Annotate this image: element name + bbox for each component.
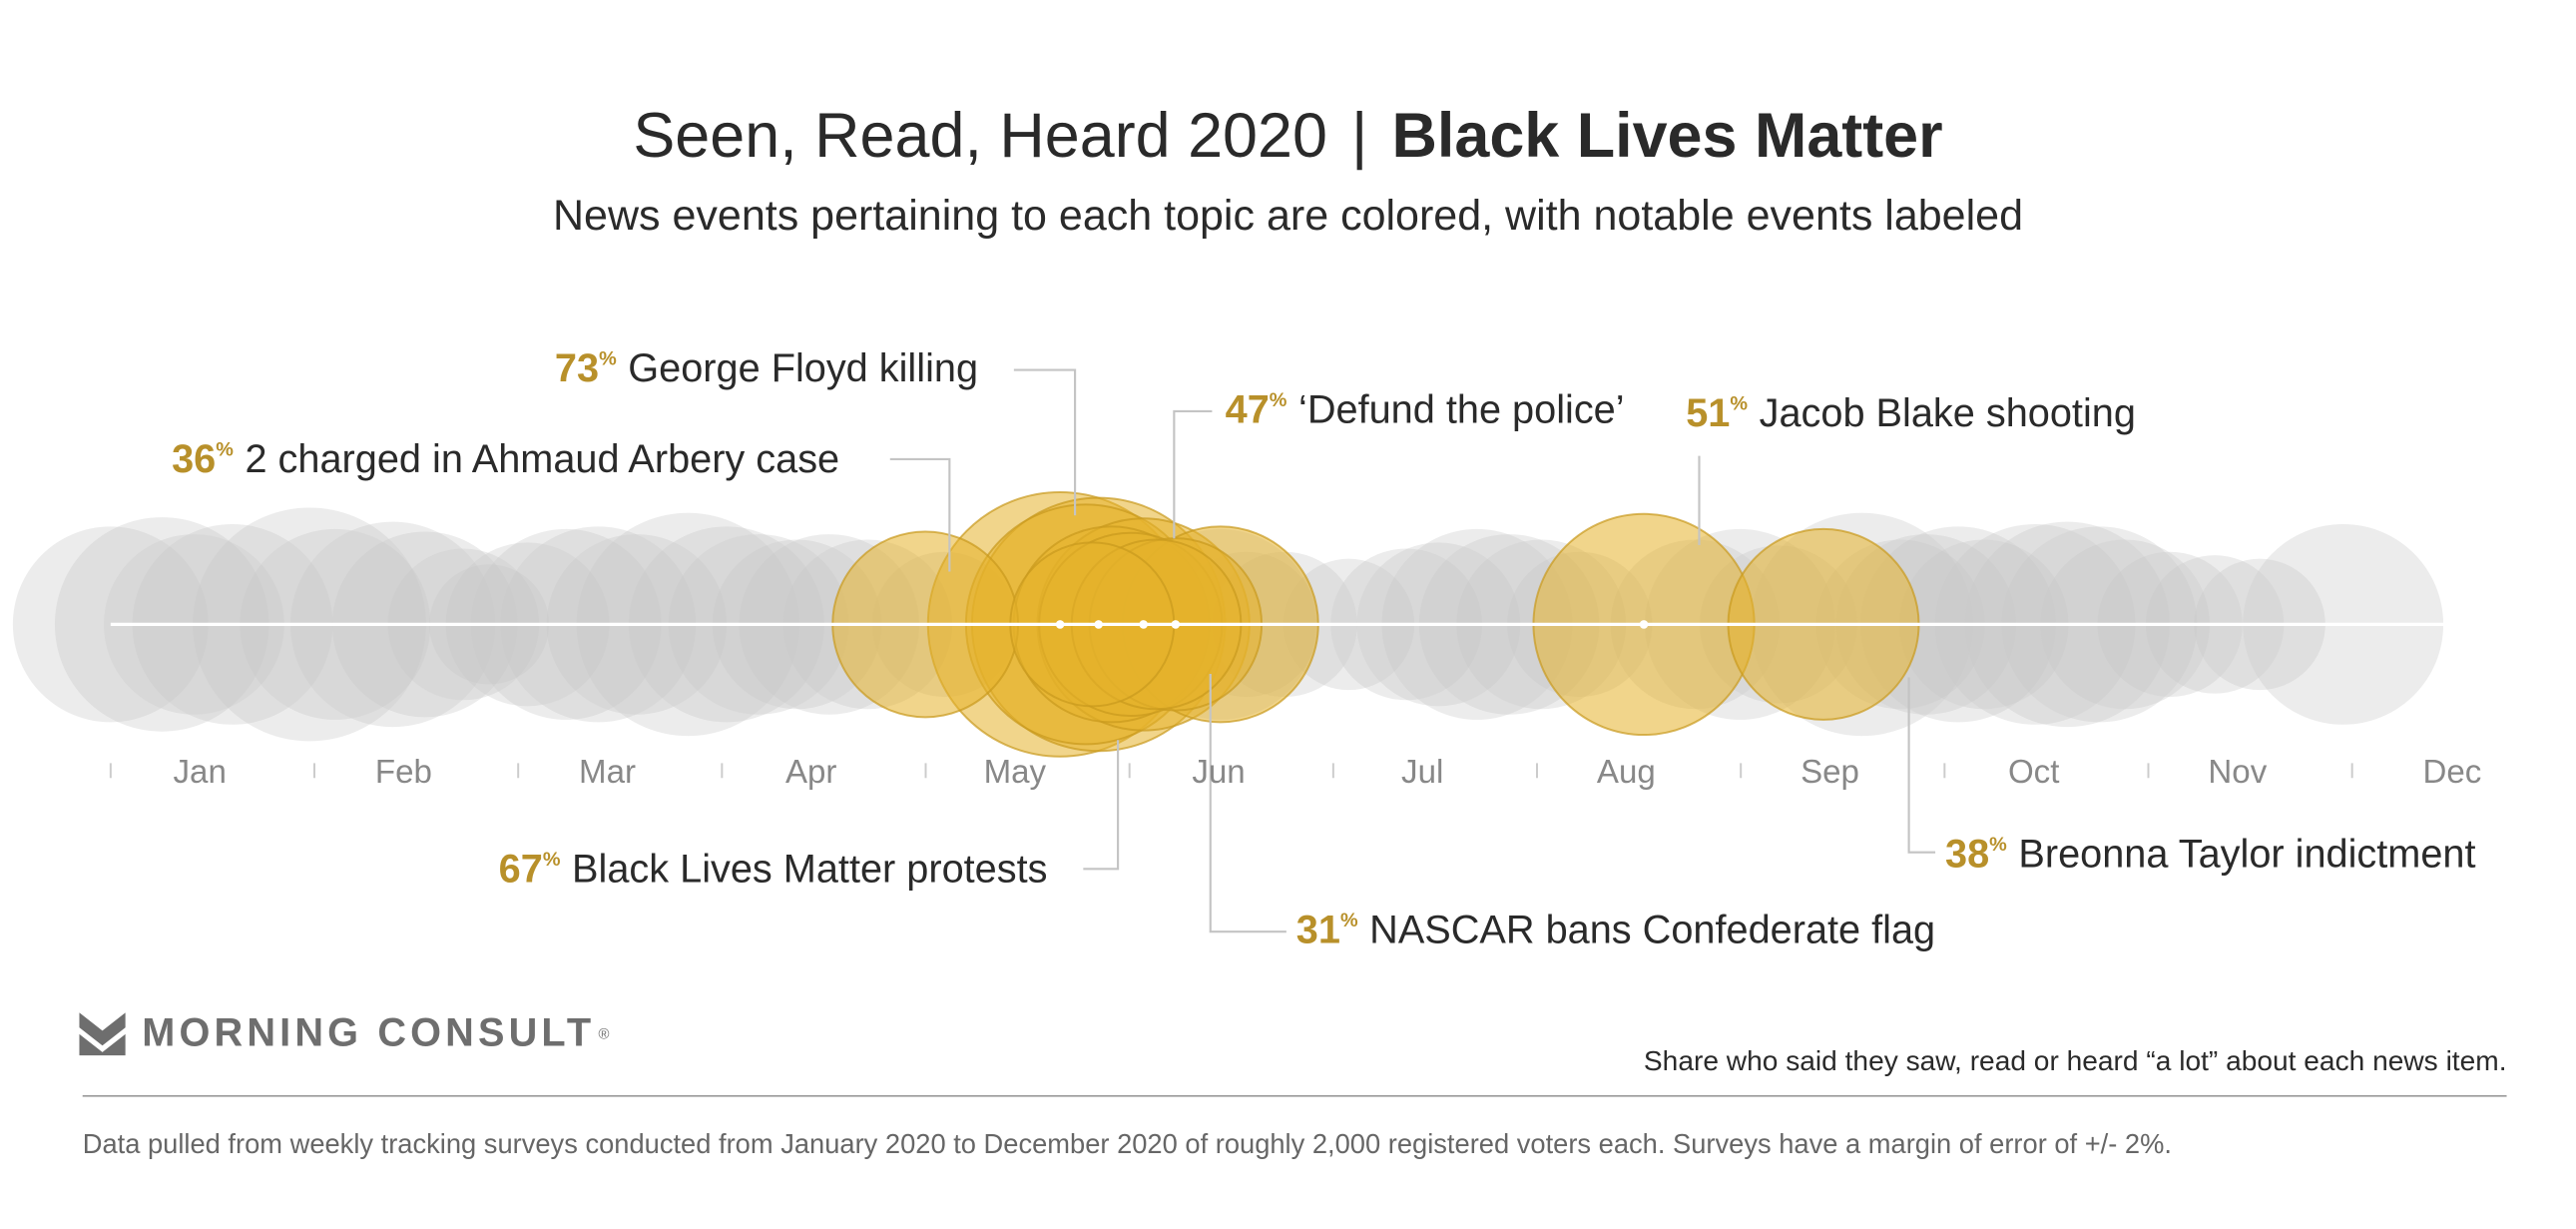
- x-tick-label: Mar: [579, 754, 636, 791]
- label-leader-line: [889, 457, 951, 572]
- event-label: 31% NASCAR bans Confederate flag: [1296, 909, 1935, 952]
- percent-sign: %: [599, 348, 617, 370]
- percent-sign: %: [1340, 910, 1358, 931]
- footer-divider: [82, 1094, 2507, 1097]
- event-marker-dot: [1171, 620, 1181, 629]
- registered-mark-icon: ®: [598, 1025, 610, 1042]
- event-label: 73% George Floyd killing: [555, 346, 978, 390]
- x-tick-label: Sep: [1801, 754, 1859, 791]
- event-percent: 73: [555, 346, 599, 390]
- event-label: 51% Jacob Blake shooting: [1686, 391, 2136, 435]
- event-label: 38% Breonna Taylor indictment: [1945, 833, 2476, 877]
- event-name: Jacob Blake shooting: [1760, 391, 2136, 435]
- label-leader-lines: [889, 368, 1936, 933]
- percent-sign: %: [543, 849, 561, 871]
- x-tick-label: Apr: [785, 754, 836, 791]
- event-name: 2 charged in Ahmaud Arbery case: [245, 437, 839, 481]
- event-name: ‘Defund the police’: [1298, 388, 1625, 432]
- event-marker-dot: [1094, 620, 1104, 629]
- x-tick-label: Jan: [174, 754, 227, 791]
- label-leader-line: [1083, 740, 1120, 871]
- x-tick-label: Jul: [1401, 754, 1443, 791]
- x-tick-label: Aug: [1597, 754, 1656, 791]
- event-marker-dot: [1639, 620, 1649, 629]
- x-tick-label: Nov: [2208, 754, 2267, 791]
- label-leader-line: [1907, 677, 1936, 854]
- event-percent: 51: [1686, 391, 1730, 435]
- chart-title: Seen, Read, Heard 2020 | Black Lives Mat…: [0, 103, 2576, 174]
- event-percent: 67: [499, 848, 543, 892]
- event-marker-dot: [1139, 620, 1148, 629]
- chart-subtitle: News events pertaining to each topic are…: [552, 190, 2024, 240]
- morning-consult-logo: MORNING CONSULT ®: [79, 1010, 610, 1057]
- x-tick-label: Jun: [1192, 754, 1245, 791]
- label-leader-line: [1013, 368, 1077, 516]
- title-main: Seen, Read, Heard 2020: [633, 102, 1327, 173]
- percent-sign: %: [1730, 392, 1748, 414]
- event-label: 67% Black Lives Matter protests: [499, 848, 1048, 892]
- x-tick-label: Feb: [375, 754, 432, 791]
- label-leader-line: [1209, 674, 1287, 933]
- percent-sign: %: [1270, 389, 1288, 411]
- title-separator: |: [1351, 102, 1368, 173]
- event-percent: 47: [1226, 388, 1270, 432]
- bubble-timeline-plot: 36% 2 charged in Ahmaud Arbery case 73% Geo…: [12, 346, 2482, 952]
- label-leader-line: [1173, 409, 1213, 539]
- logo-text: MORNING CONSULT: [142, 1010, 596, 1056]
- percent-sign: %: [216, 439, 234, 461]
- event-label: 47% ‘Defund the police’: [1226, 388, 1625, 432]
- event-percent: 38: [1945, 833, 1989, 877]
- x-tick-label: May: [984, 754, 1047, 791]
- event-name: Breonna Taylor indictment: [2018, 833, 2475, 877]
- morning-consult-mark-icon: [79, 1012, 126, 1056]
- event-name: George Floyd killing: [628, 346, 978, 390]
- percent-sign: %: [1989, 834, 2007, 856]
- event-name: Black Lives Matter protests: [572, 848, 1047, 892]
- event-name: NASCAR bans Confederate flag: [1369, 909, 1935, 952]
- size-legend-note: Share who said they saw, read or heard “…: [1643, 1045, 2507, 1077]
- event-percent: 36: [172, 437, 216, 481]
- event-label: 36% 2 charged in Ahmaud Arbery case: [172, 437, 839, 481]
- event-marker-dot: [1055, 620, 1065, 629]
- event-markers: [1055, 620, 1649, 629]
- x-axis: Jan Feb Mar Apr May Jun Jul Aug Sep Oct Nov Dec: [109, 754, 2482, 791]
- event-percent: 31: [1296, 909, 1340, 952]
- event-labels: 36% 2 charged in Ahmaud Arbery case 73% Geo…: [172, 346, 2475, 952]
- x-tick-label: Oct: [2008, 754, 2059, 791]
- title-topic: Black Lives Matter: [1391, 102, 1943, 173]
- x-tick-label: Dec: [2423, 754, 2482, 791]
- source-note: Data pulled from weekly tracking surveys…: [82, 1129, 2172, 1160]
- background-bubble: [12, 526, 209, 723]
